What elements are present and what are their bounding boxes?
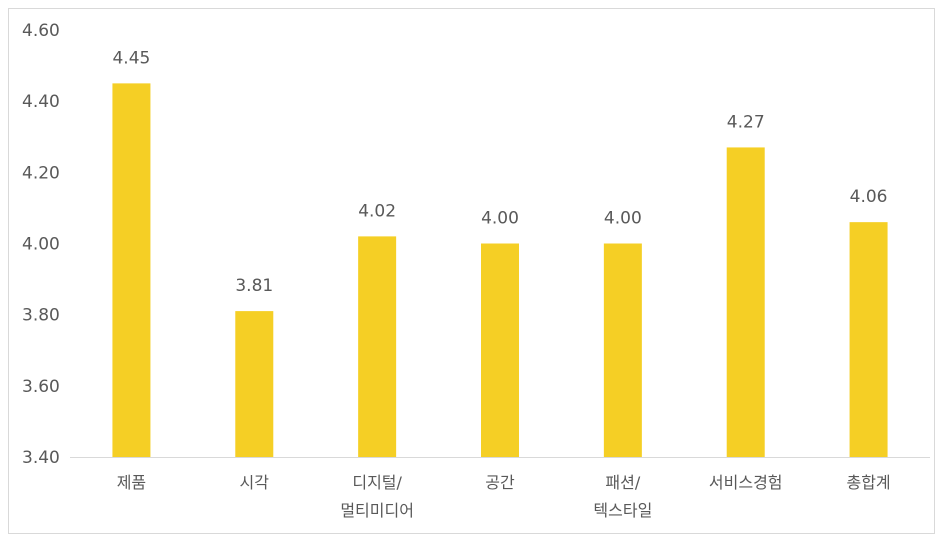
data-label: 4.06 xyxy=(850,187,888,207)
data-label: 4.45 xyxy=(112,48,150,68)
x-tick-label: 패션/텍스타일 xyxy=(593,473,652,520)
data-label: 4.27 xyxy=(727,112,765,132)
y-axis-ticks: 4.60 4.40 4.20 4.00 3.80 3.60 3.40 xyxy=(22,21,60,468)
data-label: 4.00 xyxy=(481,209,519,229)
data-label: 4.02 xyxy=(358,201,396,221)
data-labels-group: 4.45 3.81 4.02 4.00 4.00 4.27 4.06 xyxy=(112,48,887,296)
x-tick-label: 총합계 xyxy=(846,473,890,492)
x-tick-label: 제품 xyxy=(117,473,146,492)
x-tick-label: 시각 xyxy=(240,473,270,492)
data-label: 4.00 xyxy=(604,209,642,229)
bar xyxy=(849,222,888,457)
bar xyxy=(235,311,274,457)
bars-group xyxy=(112,83,888,458)
y-tick-label: 4.20 xyxy=(22,163,60,183)
y-tick-label: 4.40 xyxy=(22,92,60,112)
y-tick-label: 3.60 xyxy=(22,377,60,397)
y-tick-label: 4.60 xyxy=(22,21,60,41)
x-tick-label: 공간 xyxy=(485,473,515,492)
chart-frame xyxy=(8,8,935,534)
bar xyxy=(726,147,765,458)
y-tick-label: 3.80 xyxy=(22,306,60,326)
bar xyxy=(358,236,397,457)
x-tick-label: 디지털/멀티미디어 xyxy=(340,473,414,520)
x-tick-label: 서비스경험 xyxy=(709,473,783,492)
x-axis-ticks: 제품 시각 디지털/멀티미디어 공간 패션/텍스타일 서비스경험 총합계 xyxy=(117,473,891,520)
y-tick-label: 3.40 xyxy=(22,448,60,468)
bar xyxy=(112,83,151,457)
bar xyxy=(481,243,519,457)
data-label: 3.81 xyxy=(235,276,273,296)
bar xyxy=(603,243,642,457)
y-tick-label: 4.00 xyxy=(22,235,60,255)
